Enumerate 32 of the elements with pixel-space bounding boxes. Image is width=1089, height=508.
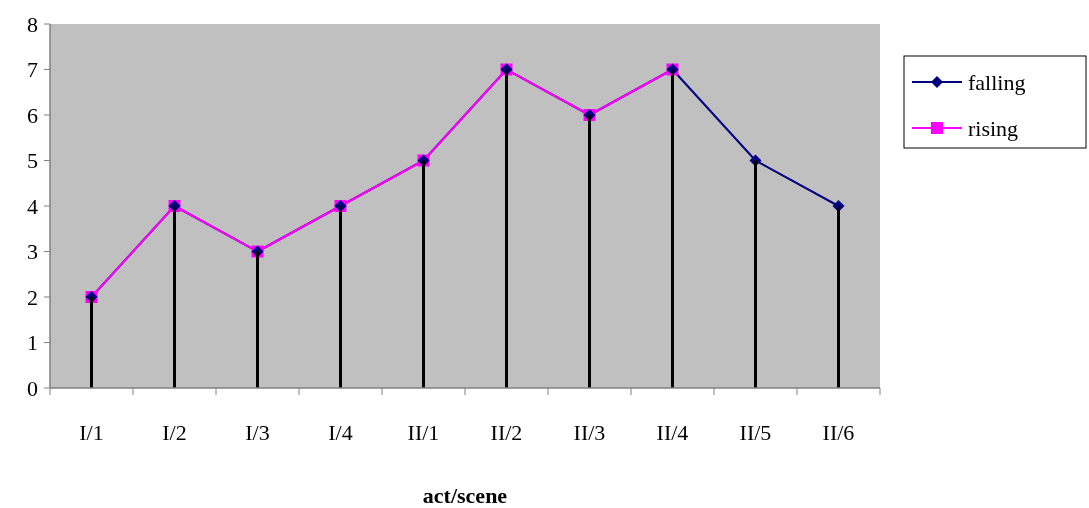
bar	[339, 206, 342, 388]
bar	[173, 206, 176, 388]
x-tick-label: II/5	[739, 420, 772, 445]
bar	[90, 297, 93, 388]
legend-label: rising	[968, 115, 1019, 141]
y-tick-label: 6	[27, 102, 38, 128]
x-tick-label: II/6	[822, 420, 855, 445]
x-tick-label: II/1	[407, 420, 440, 445]
y-tick-label: 1	[27, 330, 38, 356]
y-tick-label: 4	[27, 193, 38, 219]
x-tick-label: I/2	[162, 420, 187, 445]
y-tick-label: 8	[27, 11, 38, 37]
y-tick-label: 5	[27, 148, 38, 174]
bar	[422, 160, 425, 388]
bar	[837, 206, 840, 388]
bar	[256, 251, 259, 388]
x-tick-label: II/2	[490, 420, 523, 445]
y-tick-label: 0	[27, 375, 38, 401]
legend-label: falling	[968, 69, 1026, 95]
x-tick-label: II/3	[573, 420, 606, 445]
x-tick-label: I/4	[328, 420, 353, 445]
y-tick-label: 3	[27, 239, 38, 265]
bar	[505, 69, 508, 388]
x-axis-title: act/scene	[422, 483, 508, 508]
bar	[588, 115, 591, 388]
y-tick-label: 2	[27, 284, 38, 310]
x-tick-label: I/3	[245, 420, 270, 445]
x-tick-label: I/1	[79, 420, 104, 445]
bar	[754, 160, 757, 388]
bar	[671, 69, 674, 388]
y-tick-label: 7	[27, 57, 38, 83]
x-tick-label: II/4	[656, 420, 689, 445]
